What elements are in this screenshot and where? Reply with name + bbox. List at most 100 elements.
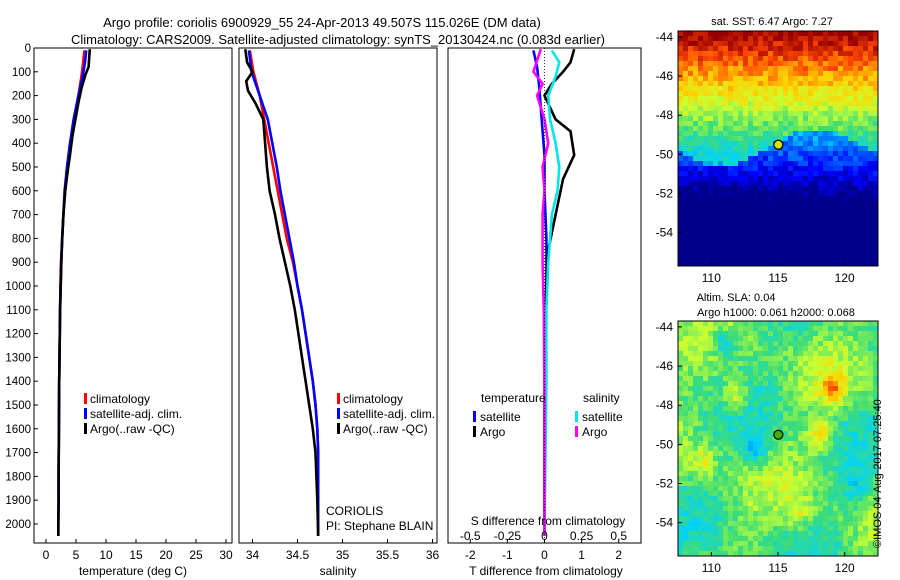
sst-map-cell [843,246,849,252]
sst-map-cell [868,146,874,152]
sla-map-cell [863,441,869,447]
sla-map-cell [863,501,869,507]
sla-map-cell [763,466,769,472]
sst-map-cell [803,201,809,207]
sla-map-cell [723,471,729,477]
sla-map-cell [798,436,804,442]
sla-map-cell [718,446,724,452]
sst-map-cell [723,101,729,107]
depth-tick-label: 600 [12,186,31,198]
sla-map-cell [738,536,744,542]
sst-map-cell [758,126,764,132]
sst-map-cell [798,221,804,227]
depth-tick-label: 1600 [5,424,31,436]
sst-map-cell [683,176,689,182]
temperature-line-climatology [56,50,86,536]
sst-map-cell [778,226,784,232]
sst-map-cell [808,211,814,217]
sla-map-cell [808,536,814,542]
sla-map-cell [703,526,709,532]
sst-map-cell [768,101,774,107]
sla-map-cell [753,446,759,452]
sla-map-cell [793,481,799,487]
sla-map-cell [843,481,849,487]
sla-map-cell [853,371,859,377]
sla-map-cell [818,371,824,377]
sla-map-cell [763,526,769,532]
sst-map-cell [768,121,774,127]
sla-map-cell [748,526,754,532]
sst-map-cell [818,116,824,122]
sst-map-cell [678,186,684,192]
sst-map-cell [703,76,709,82]
sla-map-cell [698,431,704,437]
sla-map-cell [873,371,879,377]
sla-map-cell [683,481,689,487]
sla-map-cell [723,321,729,327]
sla-map-cell [818,486,824,492]
sla-map-cell [818,351,824,357]
sst-map-cell [723,76,729,82]
sst-map-cell [713,261,719,267]
sst-map-cell [718,131,724,137]
sla-map-cell [753,501,759,507]
sla-map-cell [788,451,794,457]
sst-map-cell [818,221,824,227]
sst-map-cell [723,116,729,122]
sla-map-cell [788,456,794,462]
sst-map-cell [703,236,709,242]
sst-map-cell [793,31,799,37]
sla-map-cell [823,461,829,467]
sst-map-cell [708,46,714,52]
sla-map-cell [693,376,699,382]
sla-map-cell [763,366,769,372]
sst-map-cell [823,131,829,137]
sst-map-cell [683,181,689,187]
sst-map-cell [763,61,769,67]
sla-map-cell [708,456,714,462]
sst-map-cell [753,261,759,267]
sla-map-cell [858,461,864,467]
sst-map-cell [853,86,859,92]
sla-map-cell [723,331,729,337]
sst-map-cell [733,146,739,152]
sla-map-cell [718,391,724,397]
sst-map-cell [843,156,849,162]
sst-map-cell [733,251,739,257]
sla-map-cell [748,411,754,417]
sst-map-cell [823,76,829,82]
sla-map-cell [753,451,759,457]
sst-map-cell [873,176,879,182]
sla-map-cell [813,341,819,347]
sla-map-cell [723,521,729,527]
sla-map-cell [843,476,849,482]
sla-map-cell [868,551,874,557]
depth-tick-label: 300 [12,114,31,126]
sst-map-cell [698,76,704,82]
sst-map-cell [693,256,699,262]
sla-map-cell [863,451,869,457]
sst-map-cell [783,141,789,147]
salinity-tick-label: 36 [426,548,440,562]
sst-map-cell [848,76,854,82]
sst-map-cell [688,66,694,72]
sla-map-cell [683,366,689,372]
sst-map-cell [743,111,749,117]
sst-map-cell [733,71,739,77]
sla-map-cell [858,386,864,392]
sst-map-cell [708,66,714,72]
sst-map-cell [783,81,789,87]
sst-map-cell [678,246,684,252]
sst-map-cell [808,201,814,207]
sst-map-cell [868,251,874,257]
sst-map-cell [828,116,834,122]
sst-map-cell [828,231,834,237]
sla-map-cell [868,471,874,477]
sst-map-cell [848,156,854,162]
sst-map-cell [693,241,699,247]
sst-map-cell [863,261,869,267]
sla-map-cell [713,451,719,457]
sst-map-cell [848,146,854,152]
sst-map-cell [788,221,794,227]
sla-map-cell [808,421,814,427]
